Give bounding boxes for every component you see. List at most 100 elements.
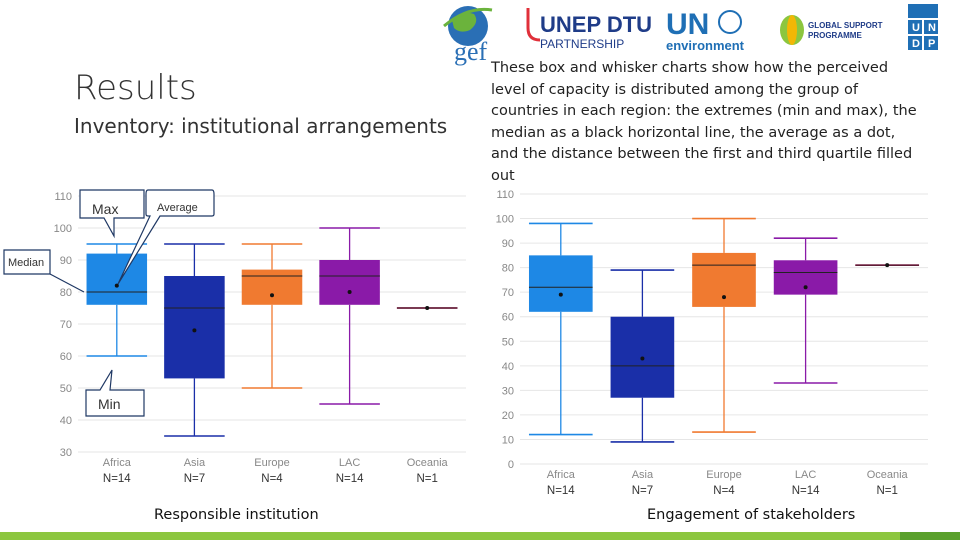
min-callout-label: Min: [98, 396, 121, 412]
y-tick-label: 90: [60, 255, 72, 267]
box-europe: [241, 243, 303, 389]
y-tick-label: 80: [502, 263, 514, 275]
box-asia: [164, 243, 225, 437]
x-category-label: Asia: [184, 457, 206, 469]
page-subtitle: Inventory: institutional arrangements: [74, 114, 448, 138]
svg-text:U: U: [912, 22, 920, 34]
x-category-label: LAC: [795, 469, 816, 481]
x-category-label: LAC: [339, 457, 360, 469]
un-environment-logo: UN environment: [666, 8, 745, 53]
box-europe: [692, 217, 756, 433]
mean-dot: [192, 328, 197, 333]
median-callout: Median: [3, 249, 85, 293]
n-label: N=7: [632, 485, 653, 496]
n-label: N=14: [103, 473, 131, 485]
mean-dot: [114, 283, 119, 288]
gsp-text-top: GLOBAL SUPPORT: [808, 21, 883, 30]
x-category-label: Oceania: [867, 469, 909, 481]
description-text: These box and whisker charts show how th…: [491, 60, 917, 184]
n-label: N=14: [547, 485, 575, 496]
box-oceania: [855, 263, 920, 268]
n-label: N=4: [261, 473, 283, 485]
mean-dot: [558, 292, 563, 297]
bottom-accent-bar: [0, 532, 960, 540]
mean-dot: [270, 293, 274, 298]
box-lac: [773, 237, 838, 384]
svg-text:N: N: [928, 22, 936, 34]
caption-responsible-institution: Responsible institution: [154, 507, 319, 523]
mean-dot: [722, 295, 726, 300]
box-africa: [86, 243, 148, 357]
svg-text:D: D: [912, 38, 920, 50]
x-category-label: Africa: [103, 457, 132, 469]
x-category-label: Africa: [547, 469, 576, 481]
unep-dtu-partnership: PARTNERSHIP: [540, 37, 624, 51]
n-label: N=14: [792, 485, 820, 496]
y-tick-label: 10: [502, 434, 514, 446]
max-callout: Max: [79, 189, 145, 239]
bottom-accent-bar-end: [900, 532, 960, 540]
iqr-box: [241, 269, 303, 305]
iqr-box: [86, 253, 148, 305]
caption-engagement-stakeholders: Engagement of stakeholders: [647, 507, 856, 523]
y-tick-label: 100: [496, 214, 514, 226]
median-callout-label: Median: [8, 257, 44, 269]
max-callout-label: Max: [92, 201, 118, 217]
gsp-text-bottom: PROGRAMME: [808, 31, 862, 40]
y-tick-label: 0: [508, 459, 514, 471]
gsp-logo: GLOBAL SUPPORT PROGRAMME: [780, 15, 883, 45]
average-callout-label: Average: [157, 202, 198, 214]
box-africa: [528, 222, 593, 436]
y-tick-label: 50: [60, 383, 72, 395]
y-tick-label: 80: [60, 287, 72, 299]
mean-dot: [640, 356, 645, 361]
mean-dot: [885, 263, 890, 268]
x-category-label: Europe: [706, 469, 741, 481]
y-tick-label: 100: [54, 223, 72, 235]
iqr-box: [319, 260, 380, 305]
gef-logo: gef: [443, 6, 493, 66]
y-tick-label: 110: [54, 191, 72, 203]
y-tick-label: 20: [502, 410, 514, 422]
boxplot-engagement-stakeholders: 0 10 20 30 40 50 60 70 80 90 100 110 Africa N=14 Asia N…: [496, 189, 928, 496]
mean-dot: [425, 306, 430, 310]
y-tick-label: 40: [502, 361, 514, 373]
iqr-box: [528, 255, 593, 312]
n-label: N=7: [184, 473, 205, 485]
environment-text: environment: [666, 38, 745, 53]
n-label: N=4: [713, 485, 735, 496]
y-tick-label: 70: [502, 287, 514, 299]
unep-dtu-logo: UNEP DTU PARTNERSHIP: [526, 8, 652, 51]
n-label: N=1: [416, 473, 437, 485]
x-category-label: Oceania: [407, 457, 449, 469]
svg-text:P: P: [928, 38, 935, 50]
n-label: N=14: [336, 473, 364, 485]
undp-logo: U N D P: [908, 4, 938, 50]
box-lac: [319, 227, 380, 405]
gef-text: gef: [454, 37, 488, 66]
boxplot-responsible-institution: 30 40 50 60 70 80 90 100 110 Africa N=14 Asia N=7 Eur…: [54, 191, 466, 485]
mean-dot: [347, 290, 352, 294]
mean-dot: [803, 285, 808, 290]
y-tick-label: 90: [502, 238, 514, 250]
x-category-label: Europe: [254, 457, 289, 469]
y-tick-label: 50: [502, 336, 514, 348]
average-callout: Average: [117, 189, 215, 285]
y-tick-label: 70: [60, 319, 72, 331]
y-tick-label: 110: [496, 189, 514, 201]
n-label: N=1: [876, 485, 897, 496]
iqr-box: [773, 260, 838, 295]
unep-dtu-text: UNEP DTU: [540, 12, 652, 37]
box-asia: [610, 269, 675, 443]
y-tick-label: 30: [502, 385, 514, 397]
min-callout: Min: [85, 369, 145, 417]
y-tick-label: 30: [60, 447, 72, 459]
un-text: UN: [666, 8, 709, 41]
callouts-overlay: Max Average Median Min: [3, 189, 215, 417]
iqr-box: [164, 276, 225, 379]
y-tick-label: 40: [60, 415, 72, 427]
y-tick-label: 60: [502, 312, 514, 324]
logos-svg: gef UNEP DTU PARTNERSHIP UN environment …: [443, 4, 938, 66]
box-oceania: [396, 306, 458, 310]
partner-logos: gef UNEP DTU PARTNERSHIP UN environment …: [440, 0, 960, 70]
